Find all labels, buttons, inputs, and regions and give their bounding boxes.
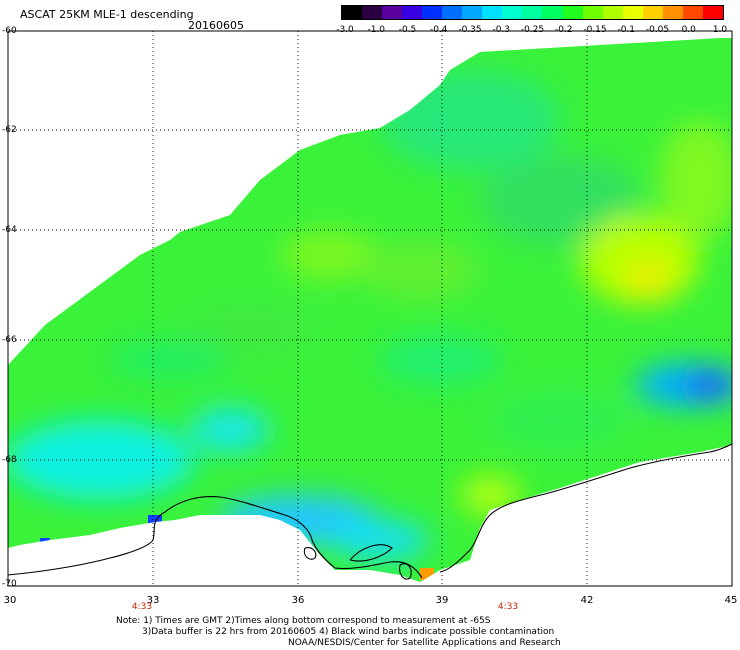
colorbar-segment	[602, 6, 623, 19]
lon-label-39: 39	[435, 595, 449, 606]
time-label-1: 4:33	[131, 602, 153, 612]
note-line-1: Note: 1) Times are GMT 2)Times along bot…	[116, 616, 491, 626]
colorbar-tick-label: -0.3	[492, 25, 511, 35]
lat-label-66: -66	[2, 335, 17, 345]
lon-label-30: 30	[3, 595, 17, 606]
map-date: 20160605	[188, 19, 244, 32]
colorbar-segment	[342, 6, 363, 19]
colorbar-segment	[462, 6, 483, 19]
colorbar-segment	[682, 6, 703, 19]
plot-frame	[7, 30, 733, 587]
lat-label-62: -62	[2, 125, 17, 135]
colorbar-segment	[422, 6, 443, 19]
colorbar-tick-label: -0.35	[458, 25, 482, 35]
colorbar-segment	[622, 6, 643, 19]
colorbar-segment	[502, 6, 523, 19]
map-title: ASCAT 25KM MLE-1 descending	[20, 8, 194, 21]
time-label-2: 4:33	[497, 602, 519, 612]
lon-label-33: 33	[146, 595, 160, 606]
colorbar-labels: -3.0 -1.0 -0.5 -0.4 -0.35 -0.3 -0.25 -0.2 -0.15-…	[336, 25, 728, 37]
note-line-3: NOAA/NESDIS/Center for Satellite Applica…	[288, 638, 561, 648]
colorbar-segment	[522, 6, 543, 19]
colorbar-segment	[382, 6, 403, 19]
colorbar-segment	[542, 6, 563, 19]
colorbar-segment	[582, 6, 603, 19]
lon-label-42: 42	[580, 595, 594, 606]
colorbar-segment	[402, 6, 423, 19]
lat-label-68: -68	[2, 455, 17, 465]
lat-label-64: -64	[2, 225, 17, 235]
colorbar-tick-label: -3.0	[336, 25, 354, 35]
graticule	[8, 31, 732, 586]
colorbar-segment	[562, 6, 583, 19]
colorbar-segment	[642, 6, 663, 19]
colorbar-tick-label: -0.25	[520, 25, 545, 35]
colorbar-tick-label: 1.0	[712, 25, 728, 35]
lon-label-45: 45	[724, 595, 738, 606]
colorbar-tick-label: -0.2	[554, 25, 573, 35]
colorbar-tick-label: -0.5	[398, 25, 417, 35]
colorbar-tick-label: -1.0	[367, 25, 386, 35]
colorbar-segment	[662, 6, 683, 19]
colorbar-tick-label: -0.1	[617, 25, 636, 35]
colorbar-segment	[362, 6, 383, 19]
note-line-2: 3)Data buffer is 22 hrs from 20160605 4)…	[142, 627, 555, 637]
colorbar-segment	[482, 6, 503, 19]
lon-label-36: 36	[291, 595, 305, 606]
data-swath	[8, 38, 732, 582]
colorbar-tick-label: 0.0	[681, 25, 696, 35]
colorbar-segment	[442, 6, 463, 19]
colorbar-tick-label: -0.15	[583, 25, 607, 35]
lat-label-60: -60	[2, 26, 17, 36]
lat-label-70: -70	[2, 579, 17, 589]
colorbar-tick-label: -0.4	[429, 25, 448, 35]
colorbar-tick-label: -0.05	[645, 25, 670, 35]
coastline	[7, 443, 733, 580]
colorbar	[341, 5, 724, 20]
colorbar-segment	[702, 6, 723, 19]
